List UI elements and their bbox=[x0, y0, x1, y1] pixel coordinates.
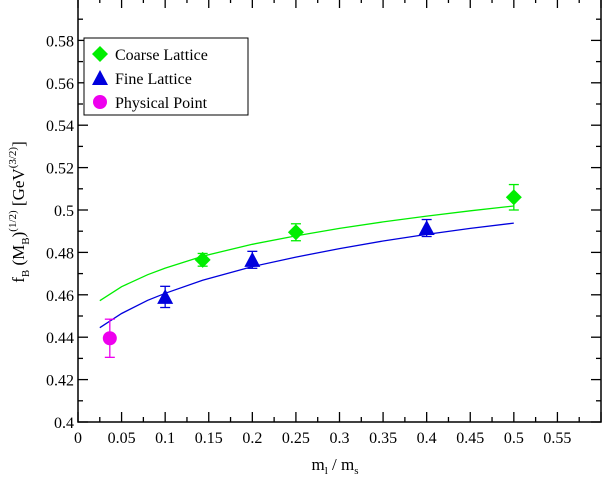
legend-marker bbox=[93, 95, 107, 109]
x-axis-title-main: m bbox=[311, 455, 324, 474]
data-point bbox=[102, 331, 117, 346]
y-axis-title-unit: [GeV bbox=[9, 168, 28, 211]
x-tick-label: 0.45 bbox=[456, 430, 484, 447]
y-tick-label: 0.5 bbox=[54, 203, 74, 220]
x-tick-label: 0.15 bbox=[195, 430, 223, 447]
legend-box bbox=[83, 37, 249, 116]
y-axis-title-f: f bbox=[9, 277, 28, 283]
fit-curve bbox=[99, 205, 514, 302]
axis-ticks bbox=[77, 0, 602, 423]
legend-marker bbox=[92, 70, 108, 85]
y-tick-label: 0.42 bbox=[46, 373, 74, 390]
legend-marker bbox=[92, 46, 108, 62]
legend: Coarse Lattice Fine Lattice Physical Point bbox=[83, 37, 249, 116]
y-axis-title-fsub: B bbox=[20, 270, 32, 277]
data-point bbox=[194, 251, 211, 268]
fit-curves bbox=[99, 205, 514, 329]
x-tick-label: 0.2 bbox=[242, 430, 262, 447]
x-tick-label: 0.5 bbox=[504, 430, 524, 447]
x-tick-label: 0 bbox=[74, 430, 82, 447]
y-tick-label: 0.48 bbox=[46, 245, 74, 262]
y-axis-title-msub: B bbox=[20, 237, 32, 244]
legend-label: Physical Point bbox=[115, 95, 208, 112]
legend-label: Fine Lattice bbox=[115, 71, 192, 88]
x-tick-label: 0.05 bbox=[108, 430, 136, 447]
y-axis-title: fB (MB)(1/2) [GeV(3/2)] bbox=[7, 141, 32, 283]
x-tick-label: 0.4 bbox=[417, 430, 437, 447]
data-points bbox=[102, 183, 522, 358]
y-axis-title-end: ] bbox=[9, 141, 28, 147]
y-axis-title-close: ) bbox=[9, 232, 28, 238]
x-tick-label: 0.35 bbox=[369, 430, 397, 447]
data-point bbox=[157, 288, 174, 304]
y-tick-label: 0.52 bbox=[46, 161, 74, 178]
x-axis-title-slash: / m bbox=[328, 455, 354, 474]
data-point bbox=[244, 251, 261, 267]
y-tick-label: 0.44 bbox=[46, 330, 74, 347]
y-tick-label: 0.4 bbox=[54, 415, 74, 432]
x-tick-label: 0.25 bbox=[282, 430, 310, 447]
data-point bbox=[418, 220, 435, 236]
y-axis-title-exp: (1/2) bbox=[7, 210, 19, 232]
y-tick-label: 0.54 bbox=[46, 118, 74, 135]
x-tick-label: 0.3 bbox=[330, 430, 350, 447]
y-axis-title-unitexp: (3/2) bbox=[7, 147, 19, 169]
x-axis-title: ml / ms bbox=[311, 455, 358, 477]
x-axis-title-sub1: l bbox=[325, 465, 328, 477]
fit-curve bbox=[99, 222, 514, 329]
y-axis-title-mid: (M bbox=[9, 245, 28, 270]
y-tick-label: 0.58 bbox=[46, 33, 74, 50]
x-axis-title-sub2: s bbox=[354, 465, 358, 477]
y-tick-label: 0.46 bbox=[46, 288, 74, 305]
x-tick-label: 0.1 bbox=[155, 430, 175, 447]
x-tick-label: 0.55 bbox=[543, 430, 571, 447]
axis-tick-labels: 0 0.05 0.1 0.15 0.2 0.25 0.3 0.35 0.4 0.45 0.5 0.55… bbox=[46, 33, 571, 447]
data-point bbox=[287, 224, 304, 241]
legend-label: Coarse Lattice bbox=[115, 47, 208, 64]
y-tick-label: 0.56 bbox=[46, 76, 74, 93]
data-point bbox=[505, 189, 522, 206]
